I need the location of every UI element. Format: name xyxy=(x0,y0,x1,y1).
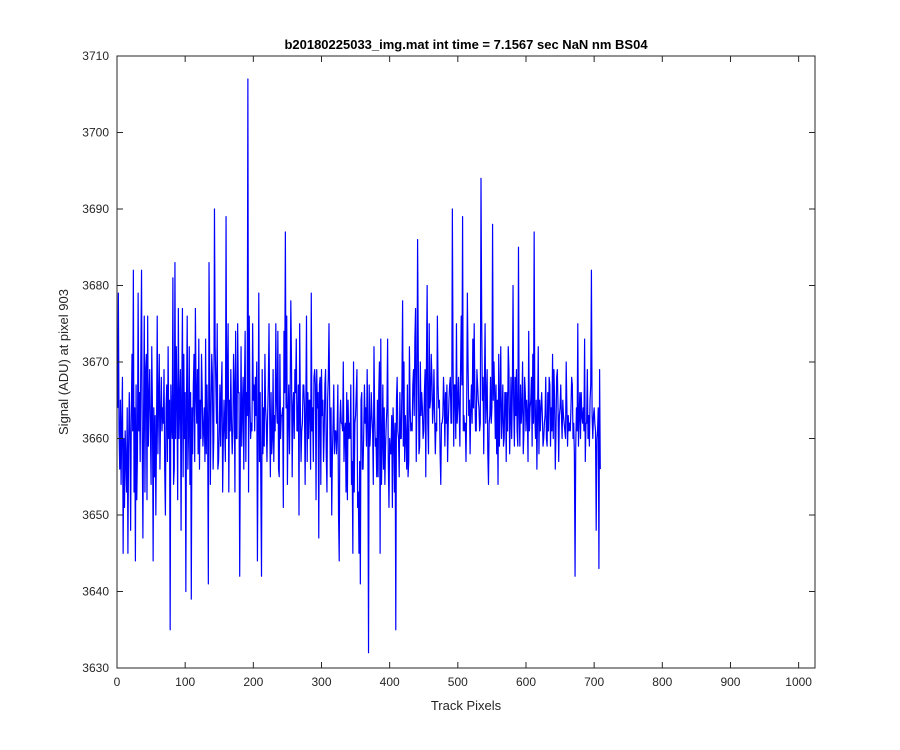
x-tick-label: 800 xyxy=(652,675,672,689)
x-tick-label: 100 xyxy=(175,675,195,689)
x-ticks: 0 100 200 300 400 500 600 700 800 900 1000 xyxy=(114,56,812,689)
series-layer xyxy=(117,78,601,654)
y-ticks: 3630 3640 3650 3660 3670 3680 3690 3700 3710 xyxy=(82,49,815,675)
x-tick-label: 1000 xyxy=(785,675,812,689)
y-tick-label: 3640 xyxy=(82,585,109,599)
x-tick-label: 900 xyxy=(720,675,740,689)
y-axis-label: Signal (ADU) at pixel 903 xyxy=(56,289,71,435)
x-tick-label: 300 xyxy=(311,675,331,689)
x-axis-label: Track Pixels xyxy=(431,698,502,713)
y-tick-label: 3700 xyxy=(82,126,109,140)
x-tick-label: 0 xyxy=(114,675,121,689)
y-tick-label: 3670 xyxy=(82,355,109,369)
y-tick-label: 3710 xyxy=(82,49,109,63)
y-tick-label: 3630 xyxy=(82,661,109,675)
y-tick-label: 3660 xyxy=(82,432,109,446)
x-tick-label: 500 xyxy=(448,675,468,689)
y-tick-label: 3650 xyxy=(82,508,109,522)
x-tick-label: 200 xyxy=(243,675,263,689)
x-tick-label: 600 xyxy=(516,675,536,689)
y-tick-label: 3680 xyxy=(82,279,109,293)
y-tick-label: 3690 xyxy=(82,202,109,216)
x-tick-label: 700 xyxy=(584,675,604,689)
x-tick-label: 400 xyxy=(380,675,400,689)
chart-title: b20180225033_img.mat int time = 7.1567 s… xyxy=(284,37,648,52)
series-line-0 xyxy=(117,78,601,654)
